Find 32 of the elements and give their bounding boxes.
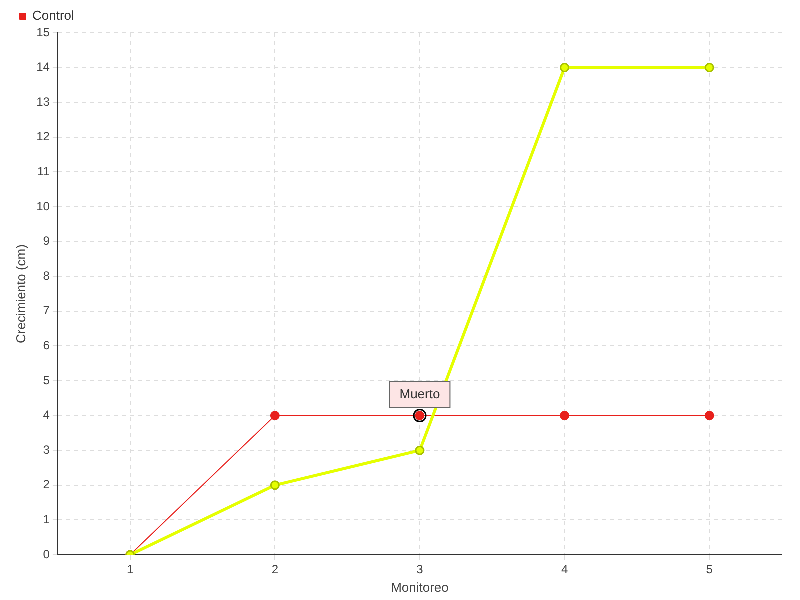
x-tick-label: 1 — [127, 562, 134, 577]
y-tick-label: 13 — [36, 94, 50, 109]
y-tick-label: 0 — [43, 547, 50, 562]
y-tick-label: 3 — [43, 442, 50, 457]
x-tick-label: 5 — [706, 562, 714, 577]
y-tick-label: 11 — [37, 164, 50, 179]
point — [704, 411, 714, 421]
x-tick-label: 2 — [272, 562, 279, 577]
y-tick-label: 1 — [43, 512, 50, 527]
y-tick-label: 15 — [36, 25, 50, 40]
y-tick-label: 12 — [36, 130, 50, 144]
point — [560, 411, 570, 421]
x-tick-label: 4 — [561, 562, 568, 577]
x-tick-label: 3 — [416, 562, 424, 577]
point — [270, 480, 280, 490]
y-tick-label: 6 — [43, 338, 50, 353]
point — [415, 446, 425, 456]
x-axis-title: Monitoreo — [391, 580, 449, 595]
point — [270, 411, 280, 421]
point — [704, 63, 714, 73]
y-tick-label: 5 — [43, 373, 50, 388]
point — [560, 63, 570, 73]
y-tick-label: 8 — [43, 268, 50, 283]
y-tick-label: 4 — [43, 408, 50, 422]
y-axis-title: Crecimiento (cm) — [13, 244, 28, 344]
y-tick-label: 2 — [43, 478, 50, 492]
legend-label: Control — [32, 8, 75, 24]
annotation: Muerto — [400, 386, 440, 402]
y-tick-label: 14 — [36, 60, 50, 74]
y-tick-label: 10 — [36, 199, 50, 214]
y-tick-label: 9 — [43, 234, 50, 248]
y-tick-label: 7 — [43, 304, 50, 318]
